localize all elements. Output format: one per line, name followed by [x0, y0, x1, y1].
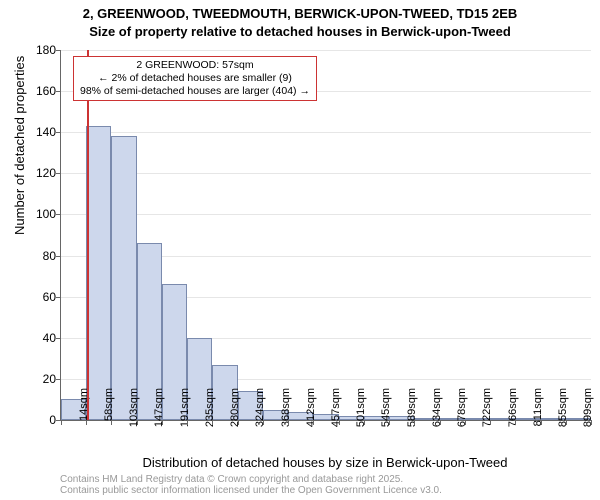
x-tick-mark	[490, 420, 491, 425]
y-tick-mark	[56, 338, 61, 339]
annotation-box: 2 GREENWOOD: 57sqm ← 2% of detached hous…	[73, 56, 317, 101]
x-tick-mark	[137, 420, 138, 425]
chart-container: 2, GREENWOOD, TWEEDMOUTH, BERWICK-UPON-T…	[0, 0, 600, 500]
x-tick-label: 678sqm	[456, 388, 468, 428]
x-tick-label: 280sqm	[229, 388, 241, 428]
x-tick-mark	[414, 420, 415, 425]
x-tick-mark	[111, 420, 112, 425]
x-tick-mark	[440, 420, 441, 425]
histogram-bar	[111, 136, 136, 420]
x-tick-label: 147sqm	[153, 388, 165, 428]
attribution-line1: Contains HM Land Registry data © Crown c…	[60, 474, 442, 485]
x-tick-mark	[238, 420, 239, 425]
x-tick-mark	[313, 420, 314, 425]
y-tick-label: 80	[16, 249, 56, 263]
y-tick-mark	[56, 256, 61, 257]
y-tick-label: 160	[16, 84, 56, 98]
histogram-bar	[86, 126, 111, 420]
x-tick-label: 324sqm	[254, 388, 266, 428]
y-tick-mark	[56, 214, 61, 215]
x-tick-mark	[389, 420, 390, 425]
y-tick-mark	[56, 379, 61, 380]
x-tick-mark	[566, 420, 567, 425]
annotation-line3: 98% of semi-detached houses are larger (…	[80, 85, 310, 98]
x-tick-mark	[162, 420, 163, 425]
x-axis-label: Distribution of detached houses by size …	[60, 455, 590, 470]
x-tick-mark	[465, 420, 466, 425]
chart-title-line2: Size of property relative to detached ho…	[0, 24, 600, 39]
x-tick-mark	[591, 420, 592, 425]
bars-group	[61, 50, 591, 420]
x-tick-mark	[364, 420, 365, 425]
y-tick-label: 100	[16, 207, 56, 221]
x-tick-mark	[339, 420, 340, 425]
x-tick-mark	[212, 420, 213, 425]
x-tick-mark	[61, 420, 62, 425]
y-tick-mark	[56, 91, 61, 92]
y-tick-label: 60	[16, 290, 56, 304]
x-tick-label: 722sqm	[481, 388, 493, 428]
x-tick-label: 589sqm	[406, 388, 418, 428]
y-tick-mark	[56, 297, 61, 298]
y-tick-label: 120	[16, 166, 56, 180]
x-tick-label: 58sqm	[103, 388, 115, 428]
plot-area: 02040608010012014016018014sqm58sqm103sqm…	[60, 50, 591, 421]
x-tick-label: 457sqm	[330, 388, 342, 428]
x-tick-label: 412sqm	[305, 388, 317, 428]
chart-title-line1: 2, GREENWOOD, TWEEDMOUTH, BERWICK-UPON-T…	[0, 6, 600, 21]
y-tick-label: 20	[16, 372, 56, 386]
y-tick-label: 0	[16, 413, 56, 427]
x-tick-label: 191sqm	[179, 388, 191, 428]
y-tick-label: 140	[16, 125, 56, 139]
x-tick-label: 811sqm	[532, 388, 544, 428]
x-tick-mark	[515, 420, 516, 425]
attribution-line2: Contains public sector information licen…	[60, 485, 442, 496]
annotation-line2: ← 2% of detached houses are smaller (9)	[80, 72, 310, 85]
marker-line	[87, 50, 89, 420]
y-tick-mark	[56, 173, 61, 174]
x-tick-mark	[263, 420, 264, 425]
x-tick-label: 899sqm	[582, 388, 594, 428]
x-tick-label: 634sqm	[431, 388, 443, 428]
x-tick-label: 501sqm	[355, 388, 367, 428]
y-tick-mark	[56, 50, 61, 51]
x-tick-label: 545sqm	[380, 388, 392, 428]
x-tick-mark	[187, 420, 188, 425]
x-tick-label: 103sqm	[128, 388, 140, 428]
x-tick-label: 855sqm	[557, 388, 569, 428]
x-tick-mark	[541, 420, 542, 425]
attribution: Contains HM Land Registry data © Crown c…	[60, 474, 442, 496]
y-tick-mark	[56, 132, 61, 133]
annotation-line1: 2 GREENWOOD: 57sqm	[80, 59, 310, 72]
y-tick-label: 180	[16, 43, 56, 57]
x-tick-mark	[86, 420, 87, 425]
y-tick-label: 40	[16, 331, 56, 345]
x-tick-label: 235sqm	[204, 388, 216, 428]
x-tick-label: 368sqm	[280, 388, 292, 428]
x-tick-label: 766sqm	[507, 388, 519, 428]
x-tick-mark	[288, 420, 289, 425]
